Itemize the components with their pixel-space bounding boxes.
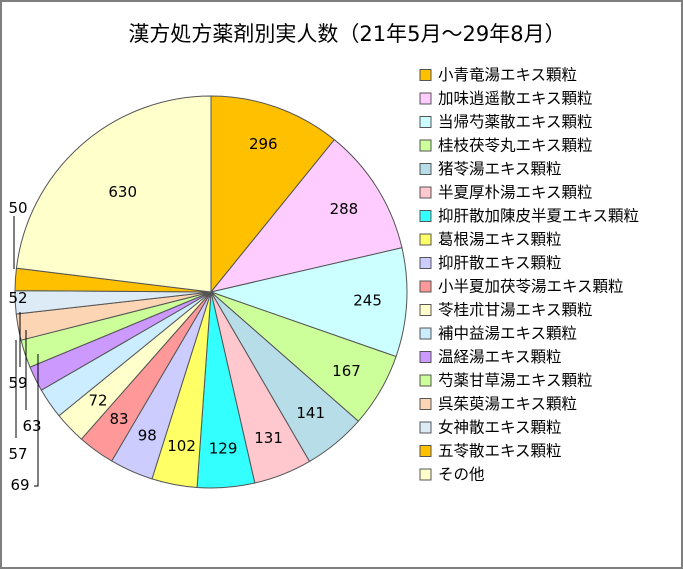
data-label: 50 [8,199,27,217]
leader-line [34,354,39,487]
legend-entry: 小青竜湯エキス顆粒 [438,66,577,84]
legend-entry: 葛根湯エキス顆粒 [438,231,562,249]
chart-title: 漢方処方薬剤別実人数（21年5月～29年8月） [128,22,565,46]
legend-swatch [419,304,432,316]
legend-entry: 当帰芍薬散エキス顆粒 [438,113,593,131]
legend-entry: その他 [438,466,485,484]
legend-entry: 呉茱萸湯エキス顆粒 [438,395,577,413]
data-label: 98 [138,426,157,444]
legend-entry: 補中益湯エキス顆粒 [438,325,577,343]
data-label: 245 [353,292,382,310]
data-label: 102 [167,437,196,455]
pie-slice [210,95,336,294]
legend-swatch [419,210,432,222]
legend-entry: 苓桂朮甘湯エキス顆粒 [438,301,593,319]
data-label: 129 [209,439,238,457]
legend-entry: 五苓散エキス顆粒 [438,442,562,460]
legend-swatch [419,280,432,293]
legend-swatch [419,163,432,175]
legend-entry: 抑肝散加陳皮半夏エキス顆粒 [438,207,639,225]
data-label: 288 [330,200,359,218]
data-label: 63 [22,417,41,435]
data-label: 167 [332,362,361,380]
legend-entry: 小半夏加茯苓湯エキス顆粒 [438,278,624,296]
data-label: 83 [109,410,128,428]
legend-entry: 加味逍遥散エキス顆粒 [438,90,593,108]
legend-swatch [419,398,432,410]
pie-slice [209,247,408,358]
data-label: 72 [88,392,107,410]
legend-swatch [419,421,432,434]
pie-slices [14,95,408,489]
legend-entry: 桂枝茯苓丸エキス顆粒 [438,137,593,155]
data-label: 141 [296,404,325,422]
leader-lines [13,216,39,487]
data-label: 131 [254,429,283,447]
pie-slice [209,138,403,293]
legend-swatch [419,374,432,387]
legend-swatch [419,186,432,199]
legend-entry: 抑肝散エキス顆粒 [438,254,562,272]
data-label: 69 [10,476,29,494]
legend-swatch [419,233,432,246]
legend-swatch [419,257,432,269]
legend-entry: 猪苓湯エキス顆粒 [438,160,562,178]
legend-swatch [419,468,432,481]
legend-entry: 芍薬甘草湯エキス顆粒 [438,372,593,390]
data-label: 59 [8,374,27,392]
legend-entry: 温経湯エキス顆粒 [438,348,562,366]
legend-entry: 半夏厚朴湯エキス顆粒 [438,184,593,202]
legend-swatch [419,327,432,340]
data-label: 296 [249,135,278,153]
legend-entry: 女神散エキス顆粒 [438,418,562,437]
data-label: 630 [108,183,137,201]
legend: 小青竜湯エキス顆粒加味逍遥散エキス顆粒当帰芍薬散エキス顆粒桂枝茯苓丸エキス顆粒猪… [419,66,639,484]
legend-swatch [419,139,432,152]
data-label: 52 [8,289,27,307]
legend-swatch [419,351,432,363]
data-label: 57 [8,445,27,463]
legend-swatch [419,116,432,128]
legend-swatch [419,69,432,81]
legend-swatch [419,92,432,105]
legend-swatch [419,445,432,457]
pie-slice [15,95,212,293]
